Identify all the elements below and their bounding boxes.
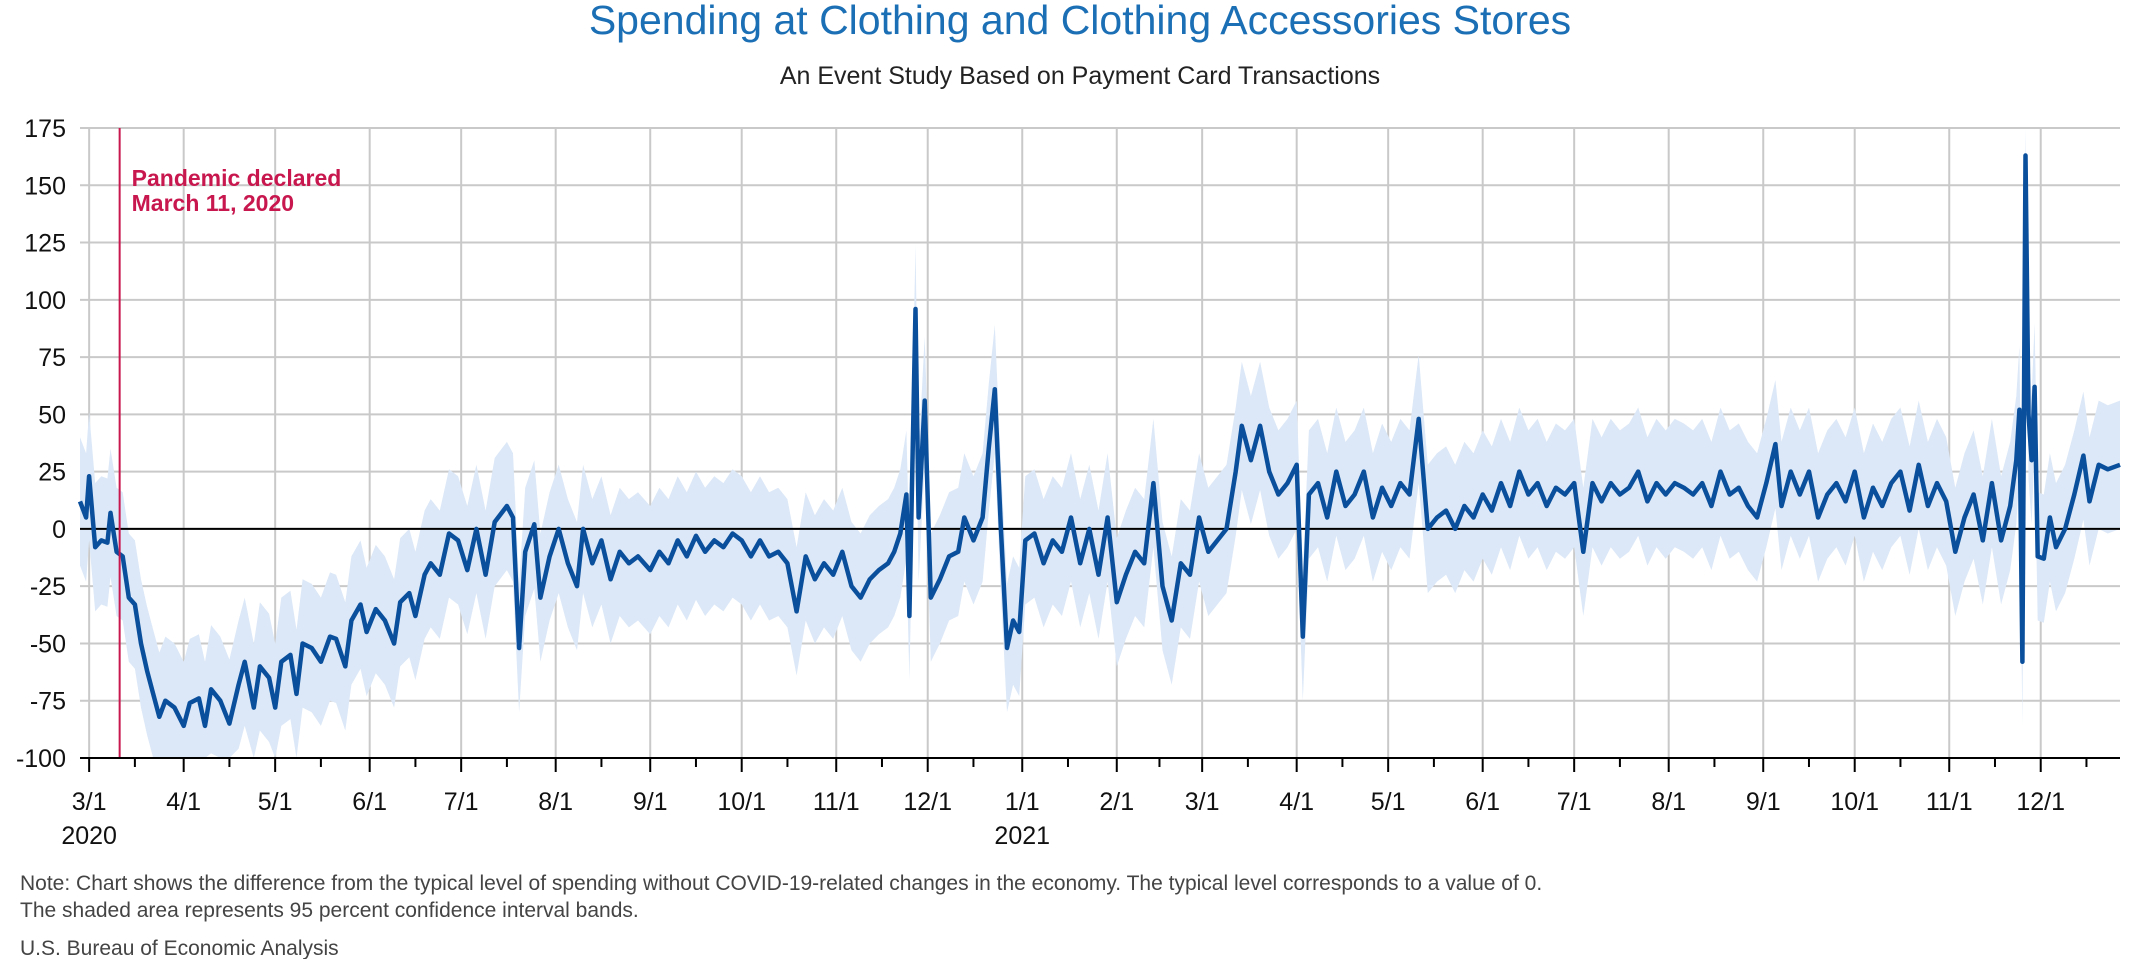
x-tick-label: 7/1 <box>444 788 479 816</box>
x-tick-label: 10/1 <box>717 788 766 816</box>
y-tick-label: 0 <box>52 516 66 544</box>
chart-title: Spending at Clothing and Clothing Access… <box>589 0 1571 43</box>
y-tick-label: 150 <box>24 172 66 200</box>
chart-source: U.S. Bureau of Economic Analysis <box>20 937 339 959</box>
x-tick-label: 1/1 <box>1005 788 1040 816</box>
x-tick-label: 10/1 <box>1830 788 1879 816</box>
chart-note-line-1: Note: Chart shows the difference from th… <box>20 872 1542 895</box>
y-tick-label: 50 <box>38 401 66 429</box>
x-tick-label: 4/1 <box>1279 788 1314 816</box>
x-tick-label: 3/1 <box>1185 788 1220 816</box>
x-tick-label: 5/1 <box>1371 788 1406 816</box>
x-tick-label: 12/1 <box>903 788 952 816</box>
y-tick-label: -25 <box>30 573 66 601</box>
spending-series-line <box>77 153 2121 729</box>
y-tick-label: -100 <box>16 745 66 773</box>
x-tick-label: 6/1 <box>1465 788 1500 816</box>
x-year-label: 2021 <box>994 822 1050 850</box>
y-tick-label: 175 <box>24 115 66 143</box>
y-tick-label: -75 <box>30 688 66 716</box>
x-tick-label: 3/1 <box>72 788 107 816</box>
confidence-band-layer <box>80 128 2120 758</box>
y-tick-label: -50 <box>30 630 66 658</box>
series-line-layer <box>77 153 2121 729</box>
x-tick-label: 8/1 <box>1651 788 1686 816</box>
x-tick-label: 9/1 <box>1746 788 1781 816</box>
x-tick-label: 11/1 <box>1926 788 1973 816</box>
x-tick-label: 5/1 <box>258 788 293 816</box>
y-tick-label: 75 <box>38 344 66 372</box>
x-year-label: 2020 <box>61 822 117 850</box>
x-tick-label: 6/1 <box>352 788 387 816</box>
x-tick-label: 4/1 <box>166 788 201 816</box>
y-tick-label: 100 <box>24 287 66 315</box>
axis-layer: 1751501251007550250-25-50-75-1003/120204… <box>16 115 2120 850</box>
pandemic-label-line-1: Pandemic declared <box>132 165 342 191</box>
chart-note-line-2: The shaded area represents 95 percent co… <box>20 899 639 922</box>
y-tick-label: 25 <box>38 459 66 487</box>
x-tick-label: 11/1 <box>813 788 860 816</box>
x-tick-label: 12/1 <box>2016 788 2065 816</box>
chart-subtitle: An Event Study Based on Payment Card Tra… <box>780 62 1380 90</box>
x-tick-label: 9/1 <box>633 788 668 816</box>
pandemic-label-line-2: March 11, 2020 <box>132 190 294 216</box>
x-tick-label: 8/1 <box>538 788 573 816</box>
y-tick-label: 125 <box>24 230 66 258</box>
x-tick-label: 7/1 <box>1557 788 1592 816</box>
confidence-band <box>80 128 2120 758</box>
x-tick-label: 2/1 <box>1099 788 1134 816</box>
